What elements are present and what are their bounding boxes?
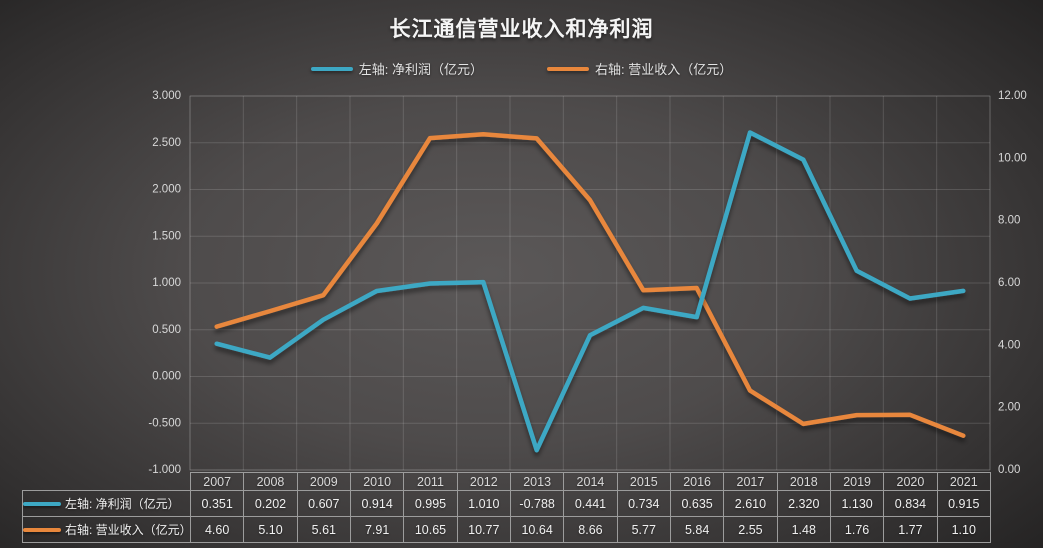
value-cell: 1.010 <box>456 490 511 517</box>
year-cell: 2008 <box>243 472 298 491</box>
value-cell: 0.607 <box>296 490 351 517</box>
value-cell: 2.610 <box>723 490 778 517</box>
left-axis-tick-label: 1.000 <box>152 277 181 289</box>
value-cell: 1.10 <box>936 516 991 543</box>
value-cell: 2.320 <box>776 490 831 517</box>
value-cell: 1.76 <box>829 516 885 543</box>
year-cell: 2020 <box>883 472 938 491</box>
value-cell: 0.202 <box>243 490 298 517</box>
value-cell: 5.84 <box>669 516 725 543</box>
legend: 左轴: 净利润（亿元） 右轴: 营业收入（亿元） <box>0 59 1043 78</box>
right-axis-tick-label: 4.00 <box>998 339 1020 351</box>
revenue-line-swatch <box>23 527 61 532</box>
value-cell: 5.77 <box>616 516 671 543</box>
year-cell: 2011 <box>403 472 458 491</box>
left-axis-tick-label: 0.500 <box>152 324 181 336</box>
legend-item-revenue: 右轴: 营业收入（亿元） <box>547 59 732 78</box>
left-axis-tick-label: 2.000 <box>152 184 181 196</box>
legend-label-net-profit: 左轴: 净利润（亿元） <box>358 62 483 77</box>
row-label: 左轴: 净利润（亿元） <box>65 497 180 511</box>
year-cell: 2017 <box>723 472 778 491</box>
value-cell: 0.914 <box>349 490 405 517</box>
legend-item-net-profit: 左轴: 净利润（亿元） <box>310 59 483 78</box>
value-cell: 5.61 <box>296 516 351 543</box>
value-cell: 0.635 <box>669 490 725 517</box>
value-cell: 7.91 <box>349 516 405 543</box>
row-label: 右轴: 营业收入（亿元） <box>65 523 191 537</box>
table-corner-cell <box>23 473 191 491</box>
value-cell: 10.77 <box>456 516 511 543</box>
year-cell: 2014 <box>563 472 618 491</box>
right-axis-tick-label: 2.00 <box>998 402 1020 414</box>
net-profit-line-swatch <box>310 66 353 71</box>
value-cell: 0.351 <box>189 490 245 517</box>
right-axis-tick-label: 10.00 <box>998 152 1027 164</box>
year-cell: 2010 <box>349 472 405 491</box>
left-axis-tick-label: 0.000 <box>152 371 181 383</box>
value-cell: 0.995 <box>403 490 458 517</box>
left-axis-tick-label: -0.500 <box>148 417 181 429</box>
right-axis-tick-label: 12.00 <box>998 90 1027 102</box>
row-header-cell: 左轴: 净利润（亿元） <box>22 490 191 517</box>
chart-title: 长江通信营业收入和净利润 <box>389 18 654 41</box>
left-axis-tick-label: 1.500 <box>152 230 181 242</box>
revenue-line-swatch <box>547 66 589 71</box>
value-cell: 0.734 <box>616 490 671 517</box>
row-header-cell: 右轴: 营业收入（亿元） <box>22 516 191 543</box>
data-table: 2007 2008 2009 2010 2011 2012 2013 2014 2015 2016… <box>22 472 991 543</box>
year-cell: 2018 <box>776 472 831 491</box>
value-cell: -0.788 <box>509 490 565 517</box>
year-cell: 2016 <box>669 472 725 491</box>
value-cell: 0.834 <box>883 490 938 517</box>
value-cell: 2.55 <box>723 516 778 543</box>
year-cell: 2021 <box>936 472 991 491</box>
year-cell: 2019 <box>829 472 885 491</box>
left-axis-tick-label: 2.500 <box>152 137 181 149</box>
right-axis-tick-label: 0.00 <box>998 464 1020 476</box>
revenue-line <box>214 132 966 438</box>
legend-label-revenue: 右轴: 营业收入（亿元） <box>595 62 733 77</box>
value-cell: 1.130 <box>829 490 885 517</box>
table-row: 左轴: 净利润（亿元） 0.351 0.202 0.607 0.914 0.995 1.01… <box>22 490 991 517</box>
net-profit-line <box>214 130 966 453</box>
left-axis-tick-label: -1.000 <box>148 464 181 476</box>
year-cell: 2013 <box>509 472 565 491</box>
value-cell: 4.60 <box>189 516 245 543</box>
plot-area <box>189 95 991 471</box>
year-cell: 2015 <box>616 472 671 491</box>
value-cell: 10.64 <box>509 516 565 543</box>
net-profit-line-swatch <box>23 501 61 506</box>
value-cell: 1.77 <box>883 516 938 543</box>
year-cell: 2012 <box>456 472 511 491</box>
year-cell: 2009 <box>296 472 351 491</box>
right-axis-tick-label: 8.00 <box>998 215 1020 227</box>
value-cell: 0.915 <box>936 490 991 517</box>
left-axis-tick-label: 3.000 <box>152 90 181 102</box>
value-cell: 8.66 <box>563 516 618 543</box>
year-cell: 2007 <box>189 472 245 491</box>
value-cell: 5.10 <box>243 516 298 543</box>
right-axis-tick-label: 6.00 <box>998 277 1020 289</box>
table-years-row: 2007 2008 2009 2010 2011 2012 2013 2014 2015 2016… <box>23 472 991 491</box>
value-cell: 0.441 <box>563 490 618 517</box>
value-cell: 10.65 <box>403 516 458 543</box>
table-row: 右轴: 营业收入（亿元） 4.60 5.10 5.61 7.91 10.65 10.77 10… <box>22 516 991 543</box>
value-cell: 1.48 <box>776 516 831 543</box>
